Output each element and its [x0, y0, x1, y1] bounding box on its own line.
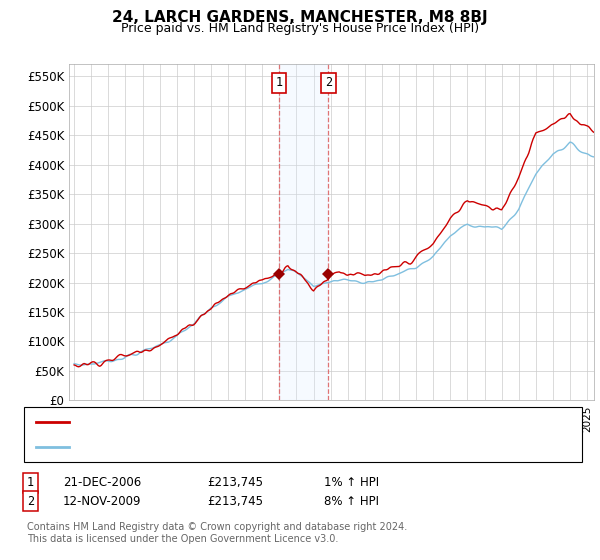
Text: 8% ↑ HPI: 8% ↑ HPI: [324, 494, 379, 508]
Text: 1: 1: [27, 476, 34, 489]
Text: £213,745: £213,745: [207, 476, 263, 489]
Text: 24, LARCH GARDENS, MANCHESTER, M8 8BJ (detached house): 24, LARCH GARDENS, MANCHESTER, M8 8BJ (d…: [75, 417, 424, 427]
Text: 1% ↑ HPI: 1% ↑ HPI: [324, 476, 379, 489]
Text: 21-DEC-2006: 21-DEC-2006: [63, 476, 141, 489]
Text: HPI: Average price, detached house, Manchester: HPI: Average price, detached house, Manc…: [75, 442, 347, 452]
Text: 2: 2: [27, 494, 34, 508]
Text: 2: 2: [325, 76, 332, 89]
Text: Contains HM Land Registry data © Crown copyright and database right 2024.
This d: Contains HM Land Registry data © Crown c…: [27, 522, 407, 544]
Text: 1: 1: [275, 76, 283, 89]
Text: £213,745: £213,745: [207, 494, 263, 508]
Bar: [279, 64, 328, 400]
Text: 12-NOV-2009: 12-NOV-2009: [63, 494, 142, 508]
Text: 24, LARCH GARDENS, MANCHESTER, M8 8BJ: 24, LARCH GARDENS, MANCHESTER, M8 8BJ: [112, 10, 488, 25]
Text: Price paid vs. HM Land Registry's House Price Index (HPI): Price paid vs. HM Land Registry's House …: [121, 22, 479, 35]
